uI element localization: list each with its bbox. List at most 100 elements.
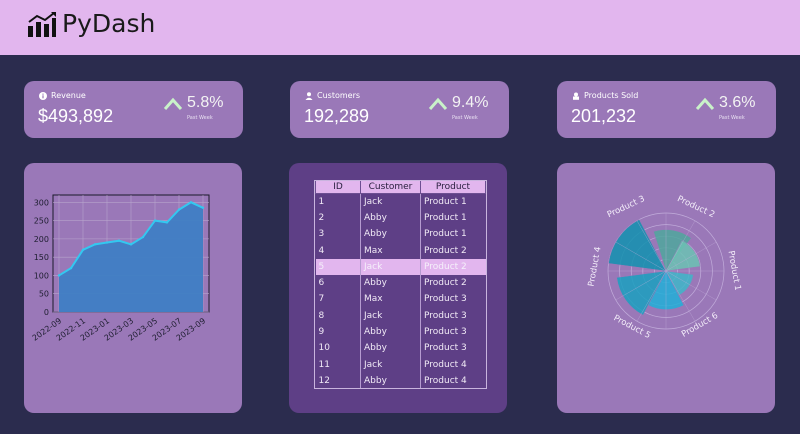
kpi-subtext: Past Week (719, 115, 745, 121)
cell-customer[interactable]: Abby (360, 340, 421, 357)
box-icon (573, 92, 579, 100)
chevron-up-icon (428, 97, 448, 110)
area-fill (59, 202, 203, 312)
cell-customer[interactable]: Max (360, 291, 421, 308)
cell-customer[interactable]: Abby (360, 372, 421, 390)
y-tick-label: 250 (34, 217, 49, 226)
cell-customer[interactable]: Jack (360, 307, 421, 324)
table-row[interactable]: 6 Abby Product 2 (316, 274, 486, 292)
cell-id[interactable]: 1 (318, 196, 325, 207)
kpi-label: Customers (317, 91, 361, 100)
data-point (141, 235, 145, 239)
data-point (165, 221, 169, 224)
cell-id[interactable]: 10 (318, 343, 330, 354)
table-row[interactable]: 9 Abby Product 3 (316, 323, 486, 341)
kpi-card-customers: Customers 192,289 9.4% Past Week (290, 81, 509, 138)
table-row[interactable]: 12 Abby Product 4 (316, 372, 486, 390)
table-row[interactable]: 4 Max Product 2 (316, 242, 486, 259)
table-row[interactable]: 11 Jack Product 4 (316, 356, 486, 373)
cell-id[interactable]: 2 (318, 212, 325, 223)
cell-product[interactable]: Product 4 (420, 356, 486, 373)
cell-customer[interactable]: Abby (360, 323, 421, 341)
cell-product[interactable]: Product 3 (420, 307, 486, 324)
kpi-change: 5.8% (187, 94, 224, 111)
y-tick-label: 300 (34, 198, 49, 207)
data-point (177, 208, 181, 211)
top-bar: PyDash (0, 0, 800, 55)
chevron-up-icon (695, 97, 715, 110)
polar-category-label: Product 1 (726, 250, 743, 292)
cell-id[interactable]: 8 (318, 310, 325, 321)
polar-spoke (665, 270, 696, 322)
data-point (129, 243, 133, 246)
polar-spoke (665, 270, 717, 301)
polar-bar-chart: Product 1 Product 2 Product 3 Product 4 Prod… (587, 194, 743, 341)
cell-product[interactable]: Product 2 (420, 242, 486, 259)
cell-customer[interactable]: Jack (360, 258, 421, 275)
cell-product[interactable]: Product 1 (420, 226, 486, 243)
polar-sector (665, 240, 701, 272)
cell-product[interactable]: Product 3 (420, 323, 486, 341)
area-chart: 0501001502002503002022-092022-112023-012… (31, 194, 210, 343)
table-header-row: ID Customer Product (315, 180, 486, 194)
kpi-card-revenue: Revenue $493,892 5.8% Past Week (24, 81, 243, 138)
kpi-subtext: Past Week (187, 115, 213, 121)
cell-customer[interactable]: Jack (360, 356, 421, 373)
cell-product[interactable]: Product 1 (420, 193, 486, 210)
cell-id[interactable]: 3 (318, 229, 325, 240)
kpi-value: $493,892 (38, 106, 114, 126)
cell-id[interactable]: 5 (315, 258, 361, 275)
bar-chart-icon (28, 12, 56, 37)
cell-customer[interactable]: Max (360, 242, 421, 259)
polar-category-label: Product 2 (675, 194, 716, 220)
column-header-product[interactable]: Product (420, 180, 486, 194)
column-header-customer[interactable]: Customer (360, 180, 421, 194)
cell-id[interactable]: 4 (318, 245, 325, 256)
cell-customer[interactable]: Abby (360, 209, 421, 227)
cell-product[interactable]: Product 1 (420, 209, 486, 227)
table-row[interactable]: 1 Jack Product 1 (316, 193, 486, 210)
polar-spoke (636, 220, 667, 272)
kpi-card-products-sold: Products Sold 201,232 3.6% Past Week (557, 81, 776, 138)
kpi-header: Customers (305, 91, 360, 100)
y-tick-label: 100 (34, 271, 49, 280)
cell-id[interactable]: 11 (318, 359, 330, 370)
data-point (69, 266, 73, 270)
column-header-id[interactable]: ID (315, 180, 361, 194)
y-tick-label: 200 (34, 235, 49, 244)
polar-spoke (615, 241, 667, 272)
orders-table: ID Customer Product 1 Jack Product 1 2 Abby P… (315, 180, 486, 390)
data-point (57, 274, 61, 277)
cell-product[interactable]: Product 3 (420, 340, 486, 357)
kpi-header: Revenue (39, 91, 86, 100)
table-row[interactable]: 2 Abby Product 1 (316, 209, 486, 227)
cell-product[interactable]: Product 2 (420, 258, 486, 275)
cell-customer[interactable]: Jack (360, 193, 421, 210)
cell-product[interactable]: Product 2 (420, 274, 486, 292)
table-row[interactable]: 7 Max Product 3 (316, 291, 486, 308)
polar-sector (653, 229, 692, 272)
cell-product[interactable]: Product 4 (420, 372, 486, 390)
cell-customer[interactable]: Abby (360, 226, 421, 243)
cell-id[interactable]: 12 (318, 375, 330, 386)
polar-category-label: Product 3 (606, 194, 647, 220)
cell-id[interactable]: 7 (318, 294, 325, 305)
polar-sector (608, 219, 667, 272)
table-row[interactable]: 10 Abby Product 3 (316, 340, 486, 357)
data-point (81, 248, 85, 252)
user-icon (305, 91, 313, 100)
cell-id[interactable]: 9 (318, 327, 325, 338)
kpi-label: Products Sold (584, 91, 639, 100)
polar-category-label: Product 5 (612, 313, 652, 341)
kpi-header: Products Sold (572, 91, 638, 100)
table-row[interactable]: 5 Jack Product 2 (315, 258, 486, 275)
polar-sector (616, 270, 667, 316)
app-title: PyDash (62, 9, 156, 38)
table-row[interactable]: 8 Jack Product 3 (316, 307, 486, 324)
data-point (201, 206, 205, 209)
cell-product[interactable]: Product 3 (420, 291, 486, 308)
cell-customer[interactable]: Abby (360, 274, 421, 292)
cell-id[interactable]: 6 (318, 278, 325, 289)
table-row[interactable]: 3 Abby Product 1 (316, 226, 486, 243)
polar-spoke (636, 270, 667, 322)
